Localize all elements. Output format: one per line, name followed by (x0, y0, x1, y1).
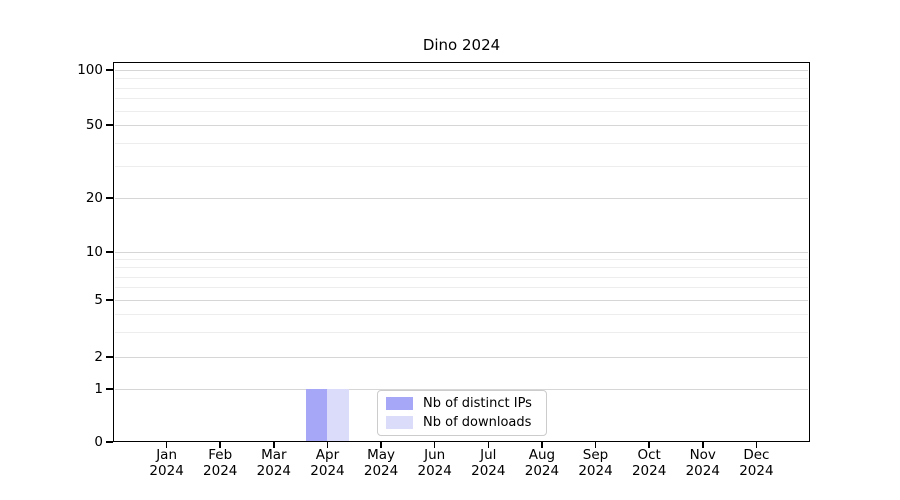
y-axis-tick-label: 100 (77, 61, 103, 78)
x-axis-tick (755, 442, 758, 448)
y-axis-tick (106, 251, 113, 253)
x-axis-tick-year: 2024 (149, 463, 184, 479)
y-axis-tick-label: 50 (85, 116, 103, 133)
x-axis-tick-year: 2024 (685, 463, 720, 479)
legend-swatch-downloads (386, 416, 413, 429)
legend-swatch-distinct-ips (386, 397, 413, 410)
y-axis-tick (106, 197, 113, 199)
legend-entry-downloads: Nb of downloads (386, 415, 546, 431)
x-axis-tick (326, 442, 329, 448)
x-axis-tick (219, 442, 221, 448)
x-axis-tick-year: 2024 (310, 463, 345, 479)
y-axis-tick-label: 10 (85, 243, 103, 260)
x-axis-tick (380, 442, 382, 448)
y-axis-tick (106, 124, 113, 126)
major-grid-line (115, 389, 808, 390)
major-grid-line (115, 300, 808, 301)
minor-grid-line (115, 313, 808, 315)
legend-label-downloads: Nb of downloads (423, 415, 532, 430)
x-axis-tick-label: May 2024 (346, 447, 416, 479)
x-axis-tick-label: Nov 2024 (668, 447, 738, 479)
x-axis-tick-year: 2024 (739, 463, 774, 479)
minor-grid-line (115, 276, 808, 278)
x-axis-tick-label: Jul 2024 (453, 447, 523, 479)
x-axis-tick-label: Dec 2024 (721, 447, 791, 479)
y-axis-tick (106, 388, 113, 390)
y-axis-tick-label: 5 (94, 291, 103, 308)
y-axis-tick-label: 2 (94, 348, 103, 365)
x-axis-tick-year: 2024 (578, 463, 613, 479)
x-axis-tick-label: Sep 2024 (561, 447, 631, 479)
bar-nb-of-distinct-ips (306, 389, 328, 442)
x-axis-tick-label: Feb 2024 (185, 447, 255, 479)
x-axis-tick (541, 442, 543, 448)
y-axis-tick (106, 356, 113, 358)
minor-grid-line (115, 142, 808, 144)
minor-grid-line (115, 267, 808, 269)
x-axis-tick-year: 2024 (631, 463, 667, 479)
minor-grid-line (115, 87, 808, 89)
x-axis-tick-year: 2024 (363, 463, 399, 479)
x-axis-tick-label: Apr 2024 (292, 447, 362, 479)
x-axis-tick-label: Oct 2024 (614, 447, 684, 479)
y-axis-tick (106, 441, 113, 443)
y-axis-tick (106, 69, 113, 71)
legend: Nb of distinct IPs Nb of downloads (377, 390, 547, 436)
x-axis-tick (273, 442, 275, 448)
minor-grid-line (115, 98, 808, 100)
minor-grid-line (115, 78, 808, 80)
x-axis-tick (487, 442, 490, 448)
y-axis-tick-label: 20 (85, 189, 103, 206)
major-grid-line (115, 252, 808, 253)
x-axis-tick-label: Aug 2024 (507, 447, 577, 479)
major-grid-line (115, 198, 808, 199)
minor-grid-line (115, 287, 808, 289)
y-axis-tick (106, 299, 113, 301)
bar-nb-of-downloads (327, 389, 349, 442)
major-grid-line (115, 357, 808, 358)
x-axis-tick-label: Jan 2024 (132, 447, 202, 479)
x-axis-tick (165, 442, 168, 448)
x-axis-tick (594, 442, 597, 448)
x-axis-tick (433, 442, 436, 448)
y-axis-tick-label: 0 (94, 433, 103, 450)
x-axis-tick-year: 2024 (203, 463, 238, 479)
major-grid-line (115, 70, 808, 71)
x-axis-tick-year: 2024 (256, 463, 292, 479)
x-axis-tick (648, 442, 650, 448)
x-axis-tick-label: Jun 2024 (400, 447, 470, 479)
x-axis-tick-year: 2024 (471, 463, 506, 479)
x-axis-tick-label: Mar 2024 (239, 447, 309, 479)
y-axis-tick-label: 1 (94, 380, 103, 397)
minor-grid-line (115, 110, 808, 112)
legend-entry-distinct-ips: Nb of distinct IPs (386, 396, 546, 412)
x-axis-tick-year: 2024 (417, 463, 452, 479)
major-grid-line (115, 125, 808, 126)
minor-grid-line (115, 331, 808, 333)
x-axis-tick-year: 2024 (524, 463, 560, 479)
legend-label-distinct-ips: Nb of distinct IPs (423, 396, 532, 411)
minor-grid-line (115, 259, 808, 261)
x-axis-tick (702, 442, 704, 448)
chart-title: Dino 2024 (422, 36, 501, 54)
minor-grid-line (115, 165, 808, 167)
